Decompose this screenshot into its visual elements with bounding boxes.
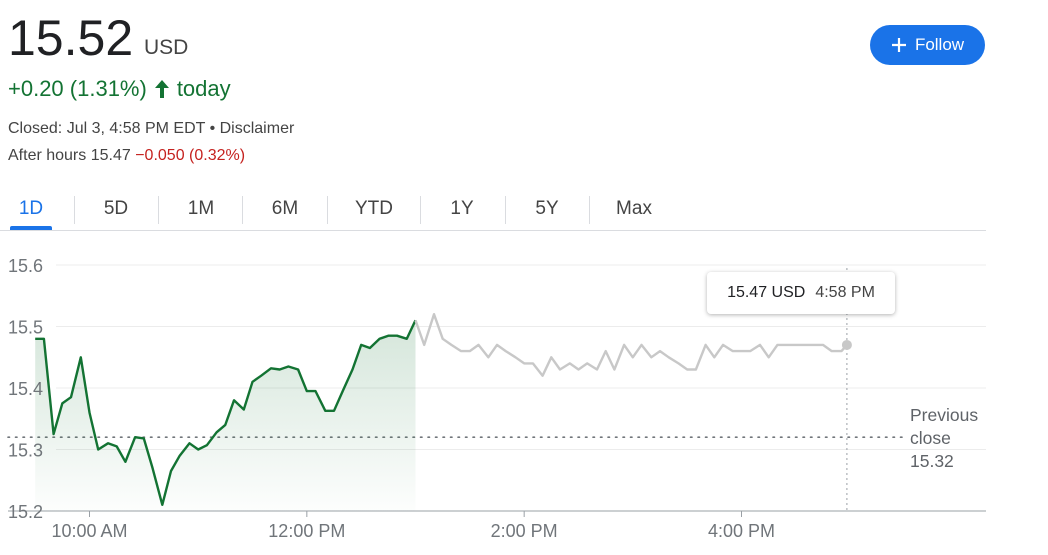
y-tick-label: 15.6 (8, 256, 43, 276)
previous-close-line2: close (910, 428, 951, 448)
previous-close-value: 15.32 (910, 451, 954, 471)
regular-session-line (35, 319, 417, 506)
tab-1y[interactable]: 1Y (450, 198, 474, 219)
after-hours-label: After hours 15.47 (8, 147, 131, 164)
previous-close-label: Previous close 15.32 (910, 404, 978, 473)
x-tick-label: 2:00 PM (491, 521, 558, 541)
price-chart: 10:00 AM 12:00 PM 2:00 PM 4:00 PM 15.6 15.5 1… (7, 256, 986, 541)
arrow-up-icon (154, 80, 169, 98)
price-tooltip: 15.47 USD 4:58 PM (707, 272, 895, 314)
follow-label: Follow (914, 35, 965, 54)
regular-session-area (35, 320, 416, 511)
tooltip-time: 4:58 PM (815, 284, 875, 301)
after-hours-change: −0.050 (0.32%) (135, 147, 246, 164)
tab-ytd[interactable]: YTD (355, 198, 393, 219)
y-tick-label: 15.5 (8, 318, 43, 338)
quote-currency: USD (144, 36, 189, 59)
tab-5d[interactable]: 5D (103, 198, 129, 219)
quote-change: +0.20 (1.31%) today (8, 76, 231, 102)
tab-6m[interactable]: 6M (271, 198, 299, 219)
range-tabs: 1D 5D 1M 6M YTD 1Y 5Y Max (0, 190, 690, 230)
plus-icon (891, 38, 906, 52)
change-suffix: today (176, 76, 231, 101)
tab-1m[interactable]: 1M (187, 198, 215, 219)
tab-5y[interactable]: 5Y (535, 198, 559, 219)
closed-text: Closed: Jul 3, 4:58 PM EDT • Disclaimer (8, 120, 295, 137)
tooltip-price: 15.47 USD (727, 284, 806, 301)
follow-button[interactable]: Follow (870, 25, 985, 65)
y-tick-label: 15.2 (8, 502, 43, 522)
y-tick-label: 15.3 (8, 441, 43, 461)
tab-max[interactable]: Max (616, 198, 652, 219)
change-value: +0.20 (1.31%) (8, 76, 147, 101)
y-tick-label: 15.4 (8, 379, 43, 399)
x-tick-label: 10:00 AM (51, 521, 127, 541)
tab-1d[interactable]: 1D (8, 190, 54, 230)
hover-marker (841, 339, 852, 350)
after-hours: After hours 15.47 −0.050 (0.32%) (8, 147, 245, 165)
after-hours-session-line (414, 313, 848, 377)
quote-price: 15.52 (8, 10, 134, 66)
x-tick-label: 4:00 PM (708, 521, 775, 541)
x-tick-label: 12:00 PM (268, 521, 345, 541)
previous-close-line1: Previous (910, 405, 979, 425)
tabs-divider (0, 230, 986, 231)
